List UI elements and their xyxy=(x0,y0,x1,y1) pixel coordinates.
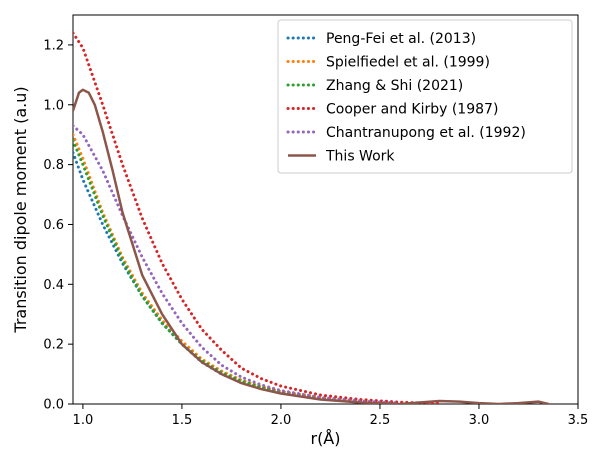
legend-box xyxy=(277,19,573,174)
x-tick-label: 3.5 xyxy=(568,413,589,428)
x-axis: 1.0 1.5 2.0 2.5 3.0 3.5 xyxy=(73,404,589,428)
y-tick-label: 0.0 xyxy=(43,398,64,413)
legend-label: Peng-Fei et al. (2013) xyxy=(326,31,476,47)
legend-label: Cooper and Kirby (1987) xyxy=(326,102,498,118)
x-tick-label: 1.5 xyxy=(172,413,193,428)
plot-area xyxy=(72,14,579,405)
y-axis: 0.0 0.2 0.4 0.6 0.8 1.0 1.2 xyxy=(43,38,73,413)
series-line-6 xyxy=(73,88,550,404)
y-tick-label: 0.6 xyxy=(43,218,64,233)
x-tick-label: 1.0 xyxy=(73,413,94,428)
plot-frame xyxy=(72,14,579,405)
x-tick-label: 3.0 xyxy=(469,413,490,428)
y-axis-label: Transition dipole moment (a.u) xyxy=(11,86,30,333)
x-tick-label: 2.5 xyxy=(370,413,391,428)
series-layer xyxy=(73,31,550,404)
y-tick-label: 0.2 xyxy=(43,338,64,353)
series-line-5 xyxy=(73,124,402,404)
legend: Peng-Fei et al. (2013) Spielfiedel et al.… xyxy=(277,19,573,174)
y-tick-label: 1.2 xyxy=(43,38,64,53)
x-tick-label: 2.0 xyxy=(271,413,292,428)
legend-label: Zhang & Shi (2021) xyxy=(326,78,463,94)
y-tick-label: 0.4 xyxy=(43,278,64,293)
legend-label: Spielfiedel et al. (1999) xyxy=(326,55,490,71)
y-tick-label: 1.0 xyxy=(43,98,64,113)
x-axis-label: r(Å) xyxy=(310,429,340,448)
series-line-4 xyxy=(73,31,441,404)
series-line-1 xyxy=(73,151,402,404)
legend-label: Chantranupong et al. (1992) xyxy=(326,125,526,141)
y-tick-label: 0.8 xyxy=(43,158,64,173)
legend-label: This Work xyxy=(325,149,395,165)
